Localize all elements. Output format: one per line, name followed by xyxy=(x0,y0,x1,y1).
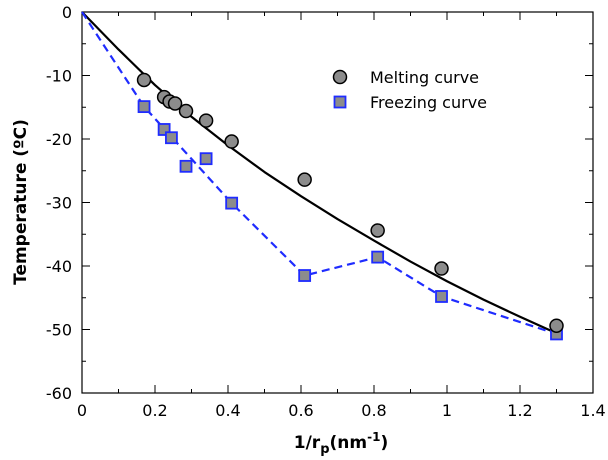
x-axis-title: 1/rp(nm-1) xyxy=(294,430,388,457)
freezing-point xyxy=(435,290,448,303)
legend-melting-label: Melting curve xyxy=(370,68,479,87)
x-tick-label: 0.6 xyxy=(288,401,313,420)
y-tick-label: 0 xyxy=(62,3,72,22)
legend-freezing-marker xyxy=(333,95,347,109)
legend-melting-marker xyxy=(332,69,348,85)
x-tick-label: 0.8 xyxy=(361,401,386,420)
series-markers xyxy=(136,72,564,341)
y-tick-label: -40 xyxy=(46,257,72,276)
melting-point xyxy=(224,134,239,149)
melting-point xyxy=(136,72,152,88)
freezing-point xyxy=(157,123,171,136)
melting-point xyxy=(297,172,312,187)
series-lines xyxy=(81,11,557,335)
x-tick-label: 1.2 xyxy=(507,401,532,420)
freezing-point xyxy=(371,250,385,264)
x-axis-title-main: 1/r xyxy=(294,433,321,453)
freezing-point xyxy=(137,100,151,114)
y-tick-label: -10 xyxy=(46,67,72,86)
melting-point xyxy=(167,96,183,111)
freezing-point xyxy=(179,159,193,173)
freezing-point xyxy=(199,152,213,166)
y-tick-label: -30 xyxy=(46,194,72,213)
x-tick-label: 0.2 xyxy=(142,401,167,420)
x-axis-title-subscript: p xyxy=(320,442,329,457)
legend-freezing-label: Freezing curve xyxy=(370,93,487,112)
x-axis: 0 0.2 0.4 0.6 0.8 1 1.2 1.4 xyxy=(77,12,606,420)
y-tick-label: -20 xyxy=(46,130,72,149)
y-axis: 0 -10 -20 -30 -40 -50 -60 xyxy=(46,3,593,403)
y-tick-label: -50 xyxy=(46,321,72,340)
y-axis-title: Temperature (ºC) xyxy=(11,119,31,285)
x-tick-label: 0 xyxy=(77,401,87,420)
freezing-point xyxy=(165,131,178,145)
plot-frame xyxy=(81,11,594,394)
melting-point xyxy=(549,318,564,333)
freezing-dashed-line xyxy=(81,11,557,335)
legend: Melting curve Freezing curve xyxy=(332,68,487,112)
melting-fit-line xyxy=(81,11,557,335)
melting-point xyxy=(434,261,449,276)
melting-point xyxy=(198,113,214,128)
x-tick-label: 1 xyxy=(442,401,452,420)
y-tick-label: -60 xyxy=(46,384,72,403)
x-axis-title-superscript: -1 xyxy=(367,430,380,444)
plot-area xyxy=(81,11,594,394)
x-tick-label: 0.4 xyxy=(215,401,240,420)
x-axis-title-unit-close: ) xyxy=(380,433,388,453)
x-axis-title-unit-open: (nm xyxy=(330,433,368,453)
melting-point xyxy=(370,223,385,238)
x-tick-label: 1.4 xyxy=(580,401,605,420)
freezing-point xyxy=(225,196,239,210)
freezing-point xyxy=(298,269,312,282)
melting-point xyxy=(178,103,194,119)
